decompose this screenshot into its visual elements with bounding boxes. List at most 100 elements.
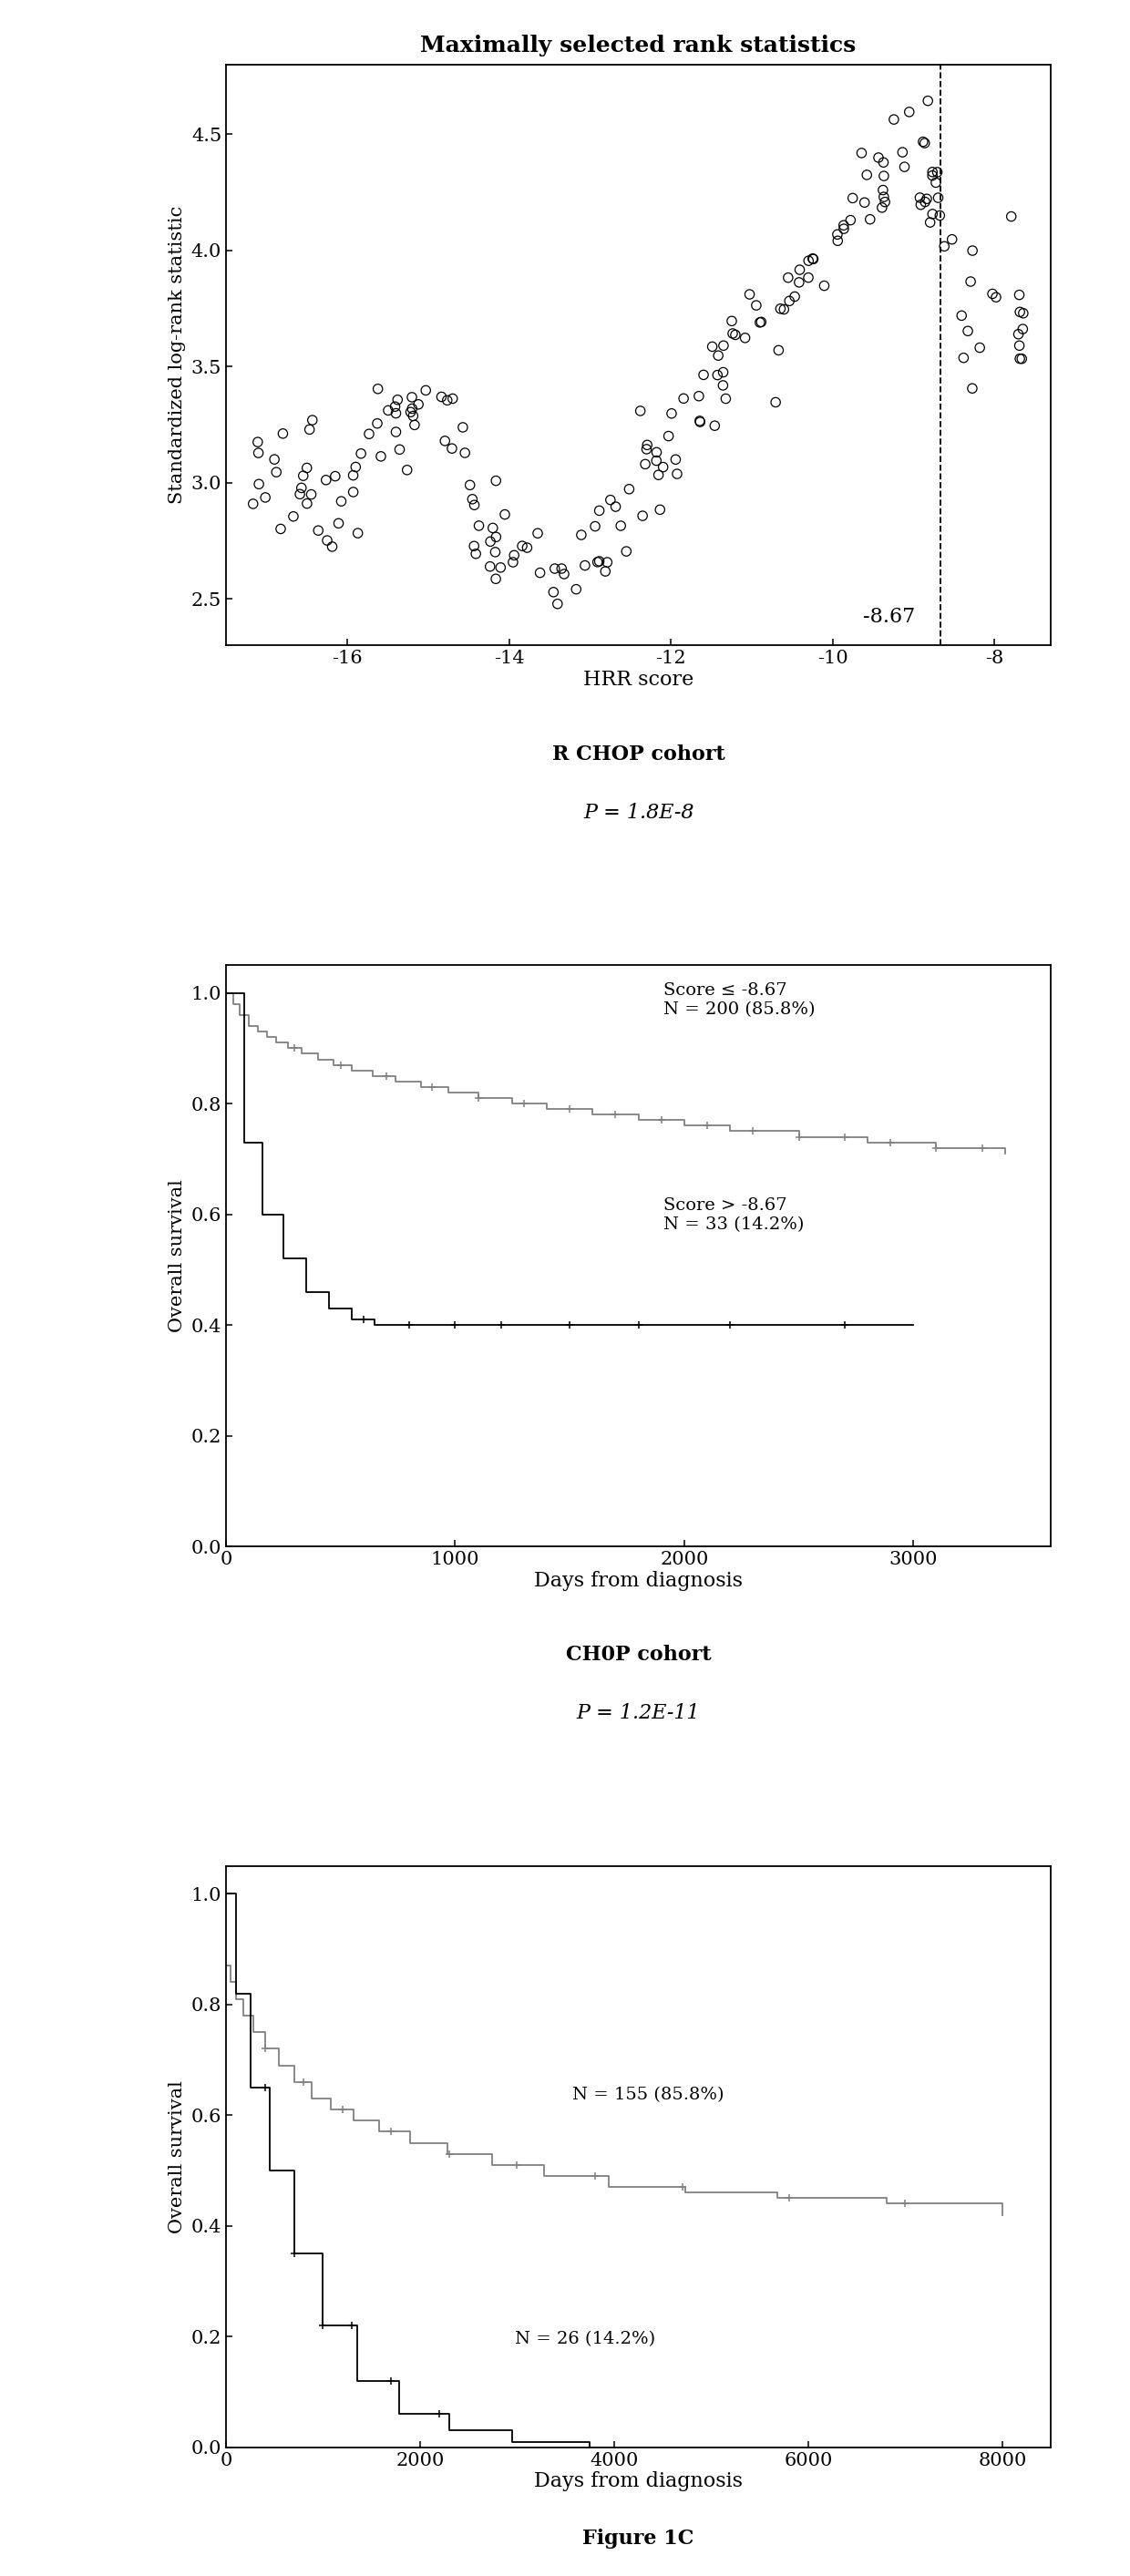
Point (772, 289, 790, 330)
Point (531, 551, 549, 592)
Point (921, 201, 939, 242)
Point (955, 337, 973, 379)
Point (803, 237, 822, 278)
Point (368, 368, 386, 410)
Point (983, 273, 1001, 314)
Point (689, 376, 707, 417)
Point (923, 152, 941, 193)
Point (345, 456, 363, 497)
Point (403, 376, 421, 417)
Point (572, 515, 590, 556)
Point (323, 526, 341, 567)
Point (548, 582, 566, 623)
Point (486, 531, 504, 572)
Point (380, 389, 398, 430)
Point (250, 464, 268, 505)
Point (785, 276, 803, 317)
X-axis label: HRR score: HRR score (583, 670, 694, 690)
Point (953, 296, 971, 337)
Point (310, 510, 328, 551)
Text: P = 1.2E-11: P = 1.2E-11 (576, 1703, 701, 1723)
Point (842, 198, 860, 240)
Point (844, 178, 862, 219)
Point (915, 124, 933, 165)
Point (647, 433, 666, 474)
Point (529, 513, 547, 554)
Point (916, 180, 935, 222)
Point (505, 536, 523, 577)
Point (303, 399, 321, 440)
Point (518, 528, 536, 569)
Point (636, 443, 654, 484)
Point (487, 515, 505, 556)
Text: Score > -8.67
N = 33 (14.2%): Score > -8.67 N = 33 (14.2%) (663, 1198, 803, 1234)
Text: Figure 1C: Figure 1C (583, 2530, 694, 2548)
Point (401, 392, 419, 433)
Point (962, 260, 980, 301)
Point (386, 412, 405, 453)
Point (637, 428, 655, 469)
Point (660, 415, 678, 456)
Point (869, 137, 887, 178)
Point (349, 513, 367, 554)
Point (481, 546, 499, 587)
Point (332, 482, 350, 523)
Point (545, 572, 563, 613)
Point (912, 183, 930, 224)
Point (553, 549, 571, 590)
Point (928, 152, 946, 193)
Point (601, 479, 619, 520)
Text: R CHOP cohort: R CHOP cohort (551, 744, 725, 765)
Point (444, 379, 462, 420)
Point (466, 484, 484, 526)
Point (650, 453, 668, 495)
Point (386, 392, 405, 433)
Point (293, 466, 311, 507)
Point (714, 366, 732, 407)
Point (710, 335, 728, 376)
Point (800, 240, 818, 281)
Point (918, 178, 936, 219)
Point (504, 541, 522, 582)
Point (942, 219, 960, 260)
Point (791, 250, 809, 291)
Point (736, 317, 754, 358)
Point (546, 549, 564, 590)
Point (873, 188, 892, 229)
Point (589, 541, 607, 582)
Point (617, 531, 635, 572)
Point (986, 276, 1005, 317)
Point (298, 448, 316, 489)
Point (567, 569, 585, 611)
Point (875, 175, 893, 216)
Point (590, 489, 608, 531)
Point (461, 464, 479, 505)
Point (443, 428, 461, 469)
Point (607, 487, 625, 528)
Point (858, 155, 876, 196)
Y-axis label: Overall survival: Overall survival (168, 1180, 186, 1332)
Point (466, 526, 484, 567)
Point (805, 240, 823, 281)
Point (885, 98, 903, 139)
Text: Score ≤ -8.67
N = 200 (85.8%): Score ≤ -8.67 N = 200 (85.8%) (663, 981, 815, 1018)
Point (576, 546, 594, 587)
X-axis label: Days from diagnosis: Days from diagnosis (534, 2470, 742, 2491)
Point (654, 446, 672, 487)
Point (436, 420, 454, 461)
Point (815, 265, 833, 307)
Point (927, 162, 945, 204)
Point (662, 394, 680, 435)
Point (268, 451, 286, 492)
Point (463, 479, 481, 520)
Point (273, 412, 292, 453)
Y-axis label: Overall survival: Overall survival (168, 2081, 186, 2233)
Point (828, 219, 846, 260)
Point (727, 314, 745, 355)
Point (964, 229, 982, 270)
Point (1012, 337, 1031, 379)
Point (438, 379, 457, 420)
Point (770, 330, 788, 371)
Point (360, 412, 379, 453)
Point (971, 327, 989, 368)
